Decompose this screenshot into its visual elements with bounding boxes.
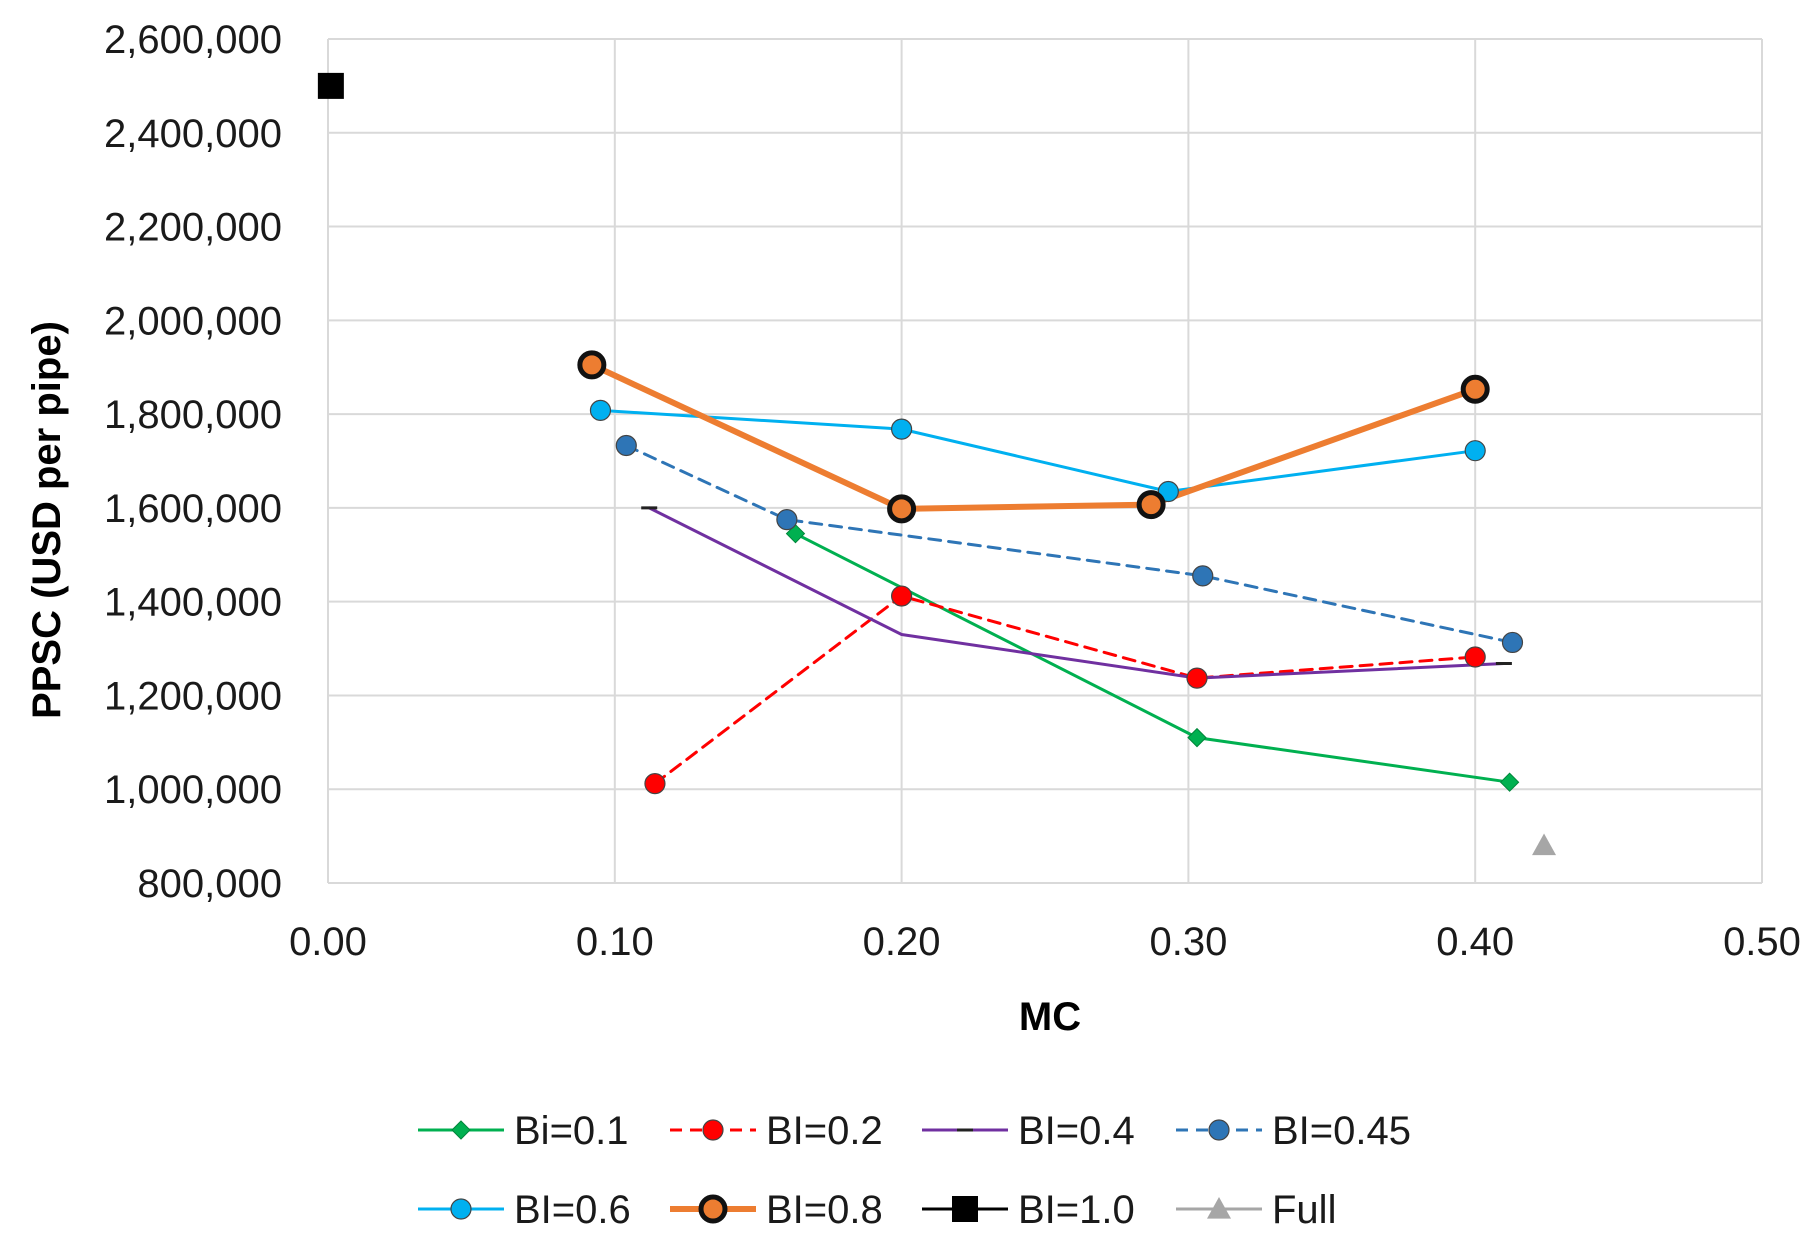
data-point-full (1532, 833, 1557, 856)
series-lines (588, 361, 1514, 786)
data-point-bi-0-45 (615, 434, 637, 457)
y-tick-label: 2,000,000 (104, 299, 282, 343)
x-axis-title: MC (1019, 995, 1081, 1039)
legend-label-bi-0-6: BI=0.6 (514, 1188, 631, 1232)
data-point-bi-0-45 (776, 509, 798, 531)
series-line-bi-0-8 (588, 361, 1479, 512)
legend-marker-full (1207, 1197, 1231, 1219)
x-tick-label: 0.20 (863, 920, 941, 964)
data-point-bi-0-8 (1460, 374, 1490, 404)
x-tick-label: 0.40 (1436, 920, 1514, 964)
y-tick-label: 1,000,000 (104, 768, 282, 812)
data-point-bi-0-6 (589, 399, 612, 421)
legend-marker-bi-0-8 (698, 1194, 728, 1224)
legend-marker-bi-0-6 (450, 1198, 472, 1220)
data-point-bi-0-6 (890, 418, 913, 440)
series-line-bi-0-6 (598, 408, 1477, 493)
data-point-bi-0-2 (644, 772, 666, 795)
y-tick-label: 800,000 (137, 862, 282, 906)
data-point-bi-0-45 (1192, 565, 1214, 587)
x-tick-label: 0.10 (576, 920, 654, 964)
legend-label-bi-0-1: Bi=0.1 (514, 1109, 629, 1153)
x-tick-label: 0.30 (1149, 920, 1227, 964)
y-tick-label: 2,400,000 (104, 112, 282, 156)
series-markers (317, 72, 1557, 856)
data-point-bi-0-6 (1157, 480, 1179, 503)
data-point-bi-0-45 (1501, 631, 1524, 654)
series-line-bi-0-45 (624, 444, 1514, 644)
y-tick-label: 1,400,000 (104, 581, 282, 625)
legend-marker-bi-0-1 (451, 1120, 471, 1140)
legend-marker-bi-1-0 (952, 1196, 978, 1222)
data-point-bi-0-1 (1499, 772, 1520, 792)
legend-label-bi-0-8: BI=0.8 (766, 1188, 883, 1232)
data-point-bi-1-0 (317, 72, 344, 99)
y-tick-label: 2,200,000 (104, 206, 282, 250)
series-line-bi-0-2 (653, 594, 1477, 786)
data-point-bi-0-1 (1187, 727, 1207, 748)
data-point-bi-0-2 (890, 585, 913, 607)
axes: 800,000 1,000,000 1,200,000 1,400,000 1,600,… (104, 18, 1801, 964)
grid-lines (327, 38, 1763, 884)
legend-marker-bi-0-45 (1208, 1119, 1230, 1141)
data-point-bi-0-8 (577, 350, 607, 380)
data-point-bi-0-2 (1464, 646, 1486, 668)
legend-label-bi-0-4: BI=0.4 (1018, 1109, 1135, 1153)
y-tick-label: 2,600,000 (104, 18, 282, 62)
legend-label-bi-1-0: BI=1.0 (1018, 1188, 1135, 1232)
series-line-bi-0-4 (647, 506, 1506, 680)
y-tick-label: 1,600,000 (104, 487, 282, 531)
data-point-bi-0-6 (1464, 440, 1486, 462)
x-tick-label: 0.00 (289, 920, 367, 964)
data-point-bi-0-2 (1186, 667, 1208, 689)
data-point-bi-0-8 (887, 494, 917, 524)
x-tick-label: 0.50 (1723, 920, 1801, 964)
y-tick-label: 1,200,000 (104, 674, 282, 718)
series-line-bi-0-1 (793, 532, 1512, 784)
legend: Bi=0.1 BI=0.2 BI=0.4 BI=0.45 BI=0.6 BI=0.8 BI=… (418, 1109, 1411, 1232)
y-axis-title: PPSC (USD per pipe) (25, 321, 69, 719)
data-point-bi-0-8 (1136, 490, 1166, 520)
legend-label-full: Full (1272, 1188, 1336, 1232)
y-tick-label: 1,800,000 (104, 393, 282, 437)
legend-marker-bi-0-2 (702, 1119, 724, 1141)
legend-label-bi-0-45: BI=0.45 (1272, 1109, 1411, 1153)
legend-label-bi-0-2: BI=0.2 (766, 1109, 883, 1153)
